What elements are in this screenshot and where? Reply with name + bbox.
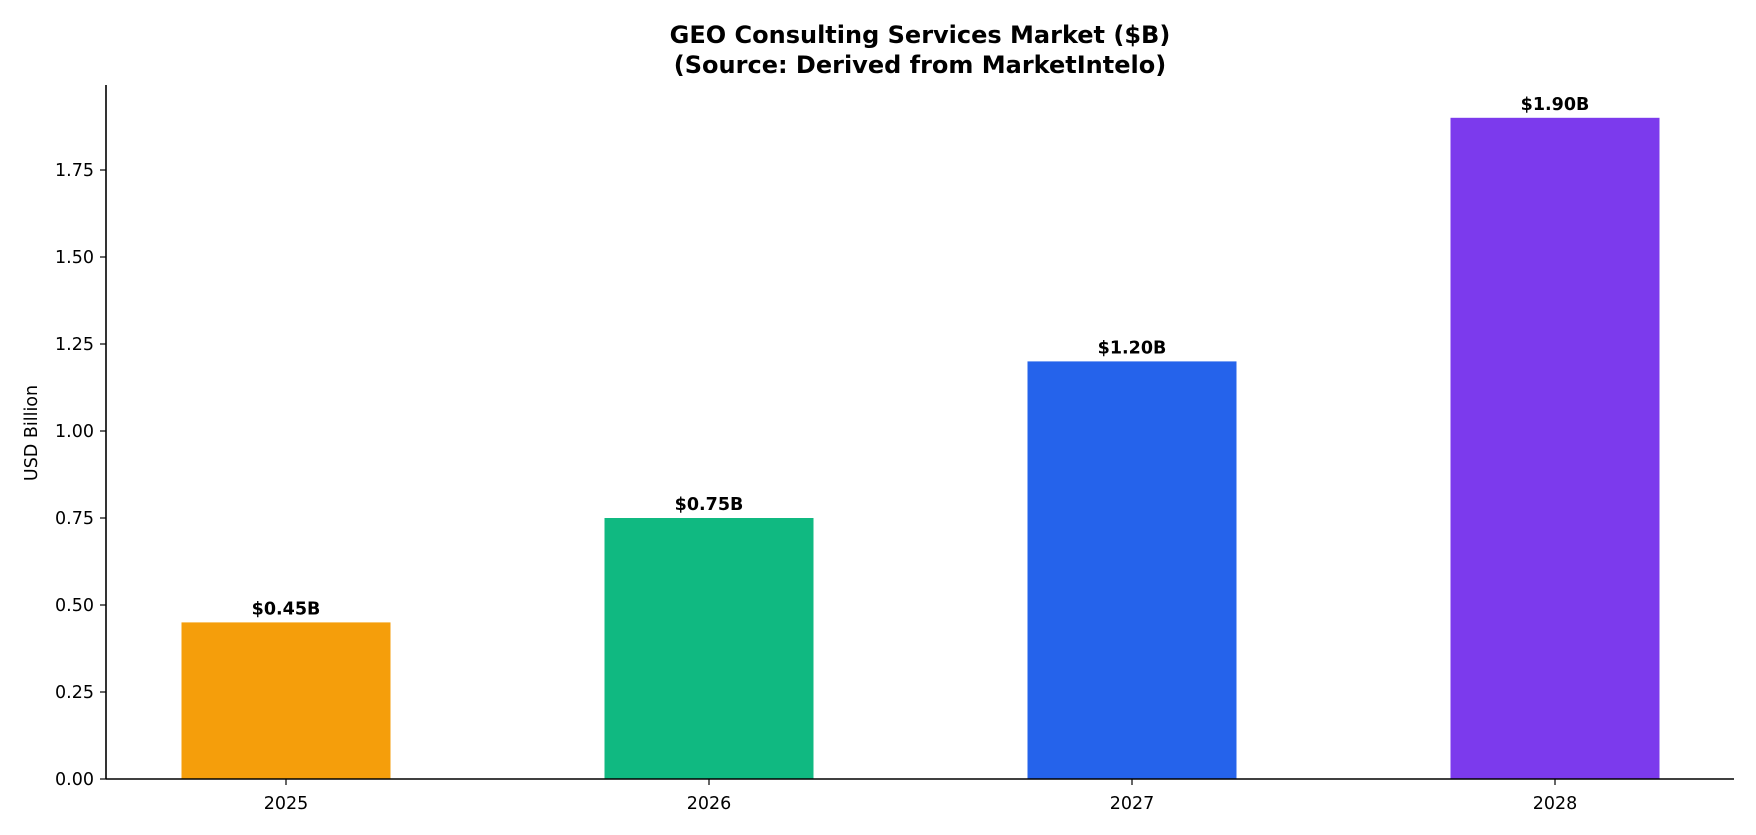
plot-area: $0.45B 2025 $0.75B 2026 $1.20B 2027 $1.90B 2028… [55, 85, 1734, 814]
y-tick-label: 0.25 [55, 683, 94, 703]
bar [181, 622, 391, 779]
y-axis-label: USD Billion [22, 385, 42, 481]
chart-subtitle: (Source: Derived from MarketIntelo) [674, 51, 1166, 79]
bar [1450, 117, 1660, 780]
chart-title: GEO Consulting Services Market ($B) [670, 21, 1171, 49]
bar [1027, 361, 1237, 779]
bar-value-label: $0.45B [252, 599, 321, 619]
bar-value-label: $1.90B [1521, 95, 1590, 115]
x-tick-label: 2025 [264, 794, 309, 814]
y-tick-label: 1.75 [55, 161, 94, 181]
x-tick-label: 2027 [1110, 794, 1155, 814]
y-tick-label: 0.50 [55, 596, 94, 616]
chart-title-block: GEO Consulting Services Market ($B) (Sou… [670, 21, 1171, 79]
bar [604, 518, 814, 779]
y-tick-label: 1.00 [55, 422, 94, 442]
bar-value-label: $1.20B [1098, 338, 1167, 358]
x-tick-label: 2026 [687, 794, 732, 814]
y-tick-label: 0.00 [55, 770, 94, 790]
x-tick-label: 2028 [1533, 794, 1578, 814]
bar-value-label: $0.75B [675, 495, 744, 515]
y-tick-label: 1.25 [55, 335, 94, 355]
y-tick-label: 0.75 [55, 509, 94, 529]
y-tick-label: 1.50 [55, 248, 94, 268]
